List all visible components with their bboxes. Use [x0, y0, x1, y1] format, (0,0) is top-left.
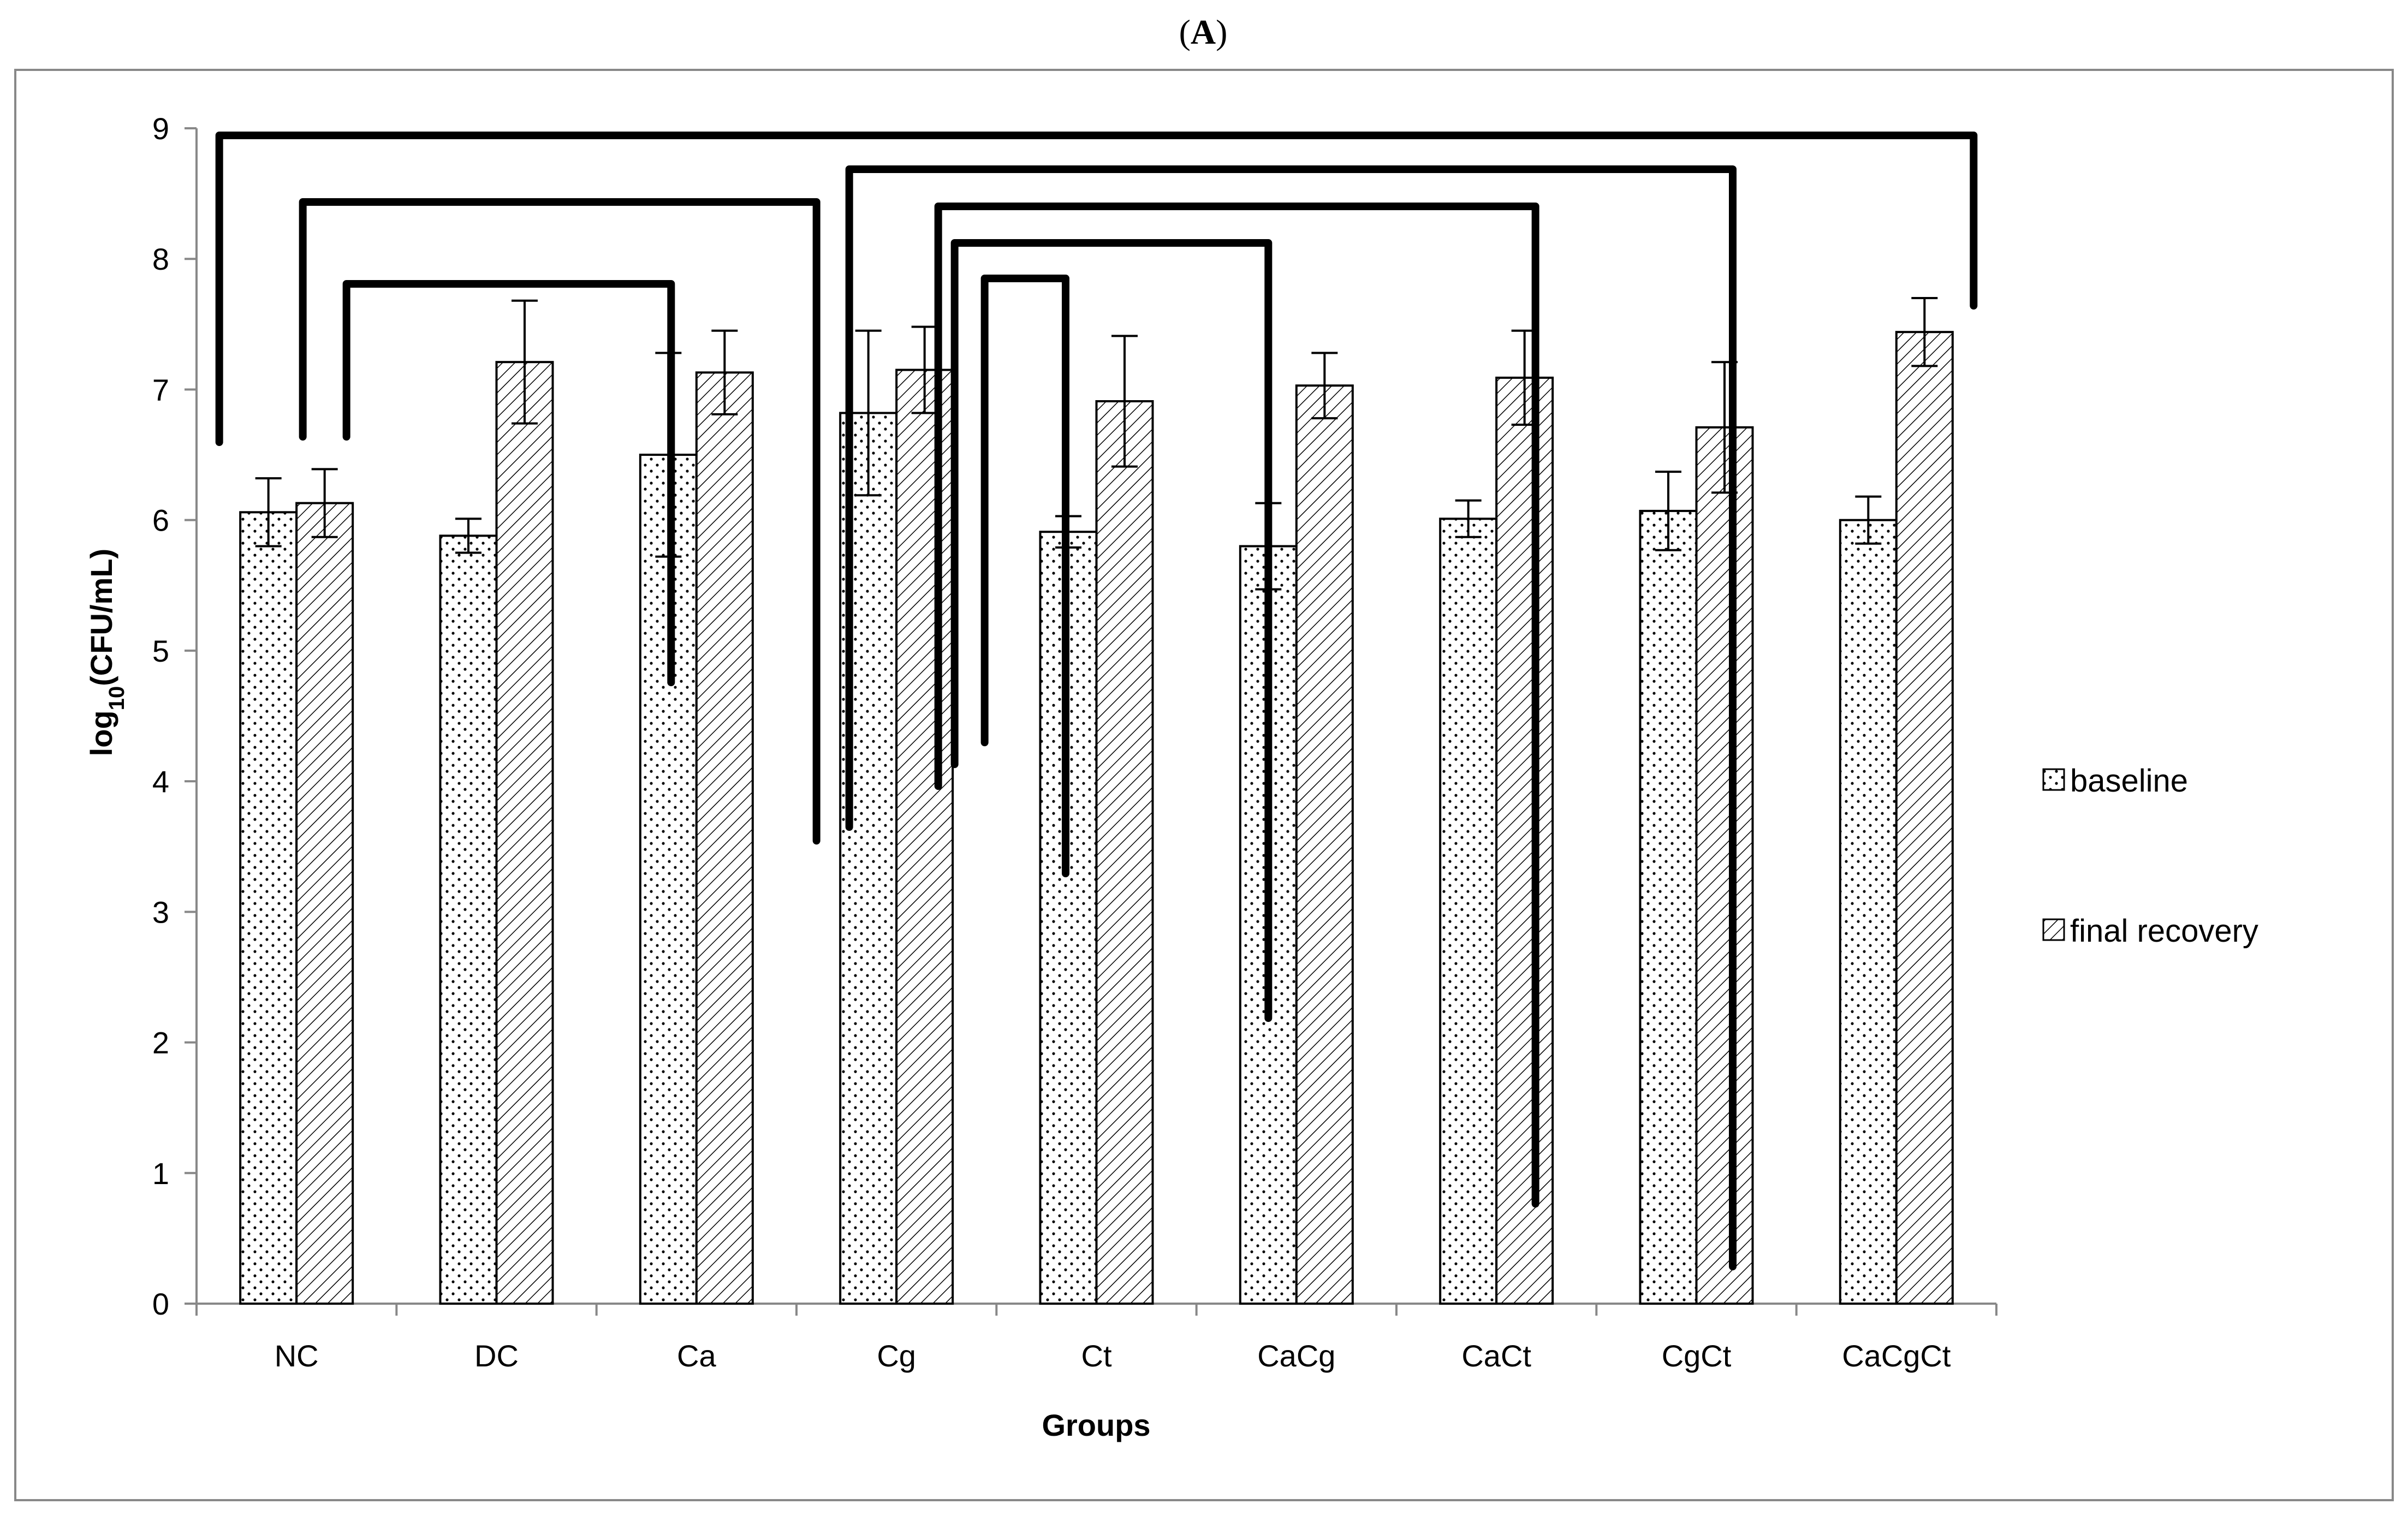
y-axis-title-rest: (CFU/mL)	[84, 549, 118, 686]
panel-letter: A	[1191, 13, 1216, 51]
bar-final-recovery	[695, 371, 754, 1305]
bar-final-recovery	[295, 502, 354, 1305]
y-tick-label: 7	[152, 372, 169, 407]
y-axis-title-subscript: 10	[105, 686, 129, 711]
y-axis-title-main: log	[84, 710, 118, 756]
y-tick-label: 3	[152, 895, 169, 929]
x-tick-label: CaCt	[1461, 1339, 1531, 1373]
bar-baseline	[239, 511, 298, 1305]
y-tick-label: 0	[152, 1287, 169, 1321]
significance-bracket	[299, 198, 820, 845]
bar-baseline	[439, 534, 498, 1305]
bars	[239, 331, 1954, 1305]
bar-final-recovery	[1295, 384, 1354, 1305]
bar-baseline	[1439, 518, 1498, 1305]
x-tick-label: Ca	[677, 1339, 716, 1373]
bar-final-recovery	[1695, 426, 1754, 1305]
x-tick-label: DC	[474, 1339, 519, 1373]
y-tick-label: 8	[152, 242, 169, 276]
significance-bracket	[980, 275, 1069, 877]
legend-swatch-baseline	[2042, 768, 2065, 791]
y-tick-label: 2	[152, 1026, 169, 1060]
x-axis: NC DC Ca Cg Ct CaCg CaCt CgCt CaCgCt	[195, 1303, 1997, 1373]
y-tick-label: 1	[152, 1156, 169, 1191]
significance-bracket	[215, 132, 1978, 446]
significance-brackets	[215, 132, 1978, 1270]
legend-label-baseline: baseline	[2070, 763, 2188, 799]
significance-bracket	[934, 203, 1539, 1208]
significance-bracket	[342, 280, 675, 686]
y-tick-label: 5	[152, 634, 169, 668]
x-tick-label: NC	[275, 1339, 319, 1373]
x-tick-label: Ct	[1081, 1339, 1112, 1373]
legend-swatch-final-recovery	[2042, 918, 2065, 941]
y-axis-title: log10(CFU/mL)	[84, 549, 129, 756]
significance-bracket	[950, 239, 1273, 1022]
legend-label-final-recovery: final recovery	[2070, 913, 2258, 949]
panel-label: (A)	[1179, 13, 1228, 51]
y-tick-label: 4	[152, 764, 169, 799]
x-tick-label: CgCt	[1662, 1339, 1732, 1373]
significance-bracket	[845, 165, 1737, 1270]
x-tick-label: CaCgCt	[1842, 1339, 1951, 1373]
x-tick-label: CaCg	[1257, 1339, 1335, 1373]
bar-baseline	[1839, 519, 1898, 1305]
bar-final-recovery	[895, 368, 954, 1305]
bar-final-recovery	[1495, 376, 1554, 1305]
y-tick-label: 9	[152, 111, 169, 146]
chart-frame	[14, 69, 2394, 1501]
bar-final-recovery	[495, 361, 554, 1305]
x-axis-title: Groups	[1042, 1408, 1150, 1442]
bar-final-recovery	[1895, 331, 1954, 1305]
y-tick-label: 6	[152, 503, 169, 538]
bar-final-recovery	[1095, 400, 1154, 1305]
y-axis: 0 1 2 3 4 5 6 7 8 9	[152, 111, 198, 1321]
bar-baseline	[1639, 509, 1698, 1305]
x-tick-label: Cg	[877, 1339, 916, 1373]
legend: baseline final recovery	[2042, 763, 2258, 949]
